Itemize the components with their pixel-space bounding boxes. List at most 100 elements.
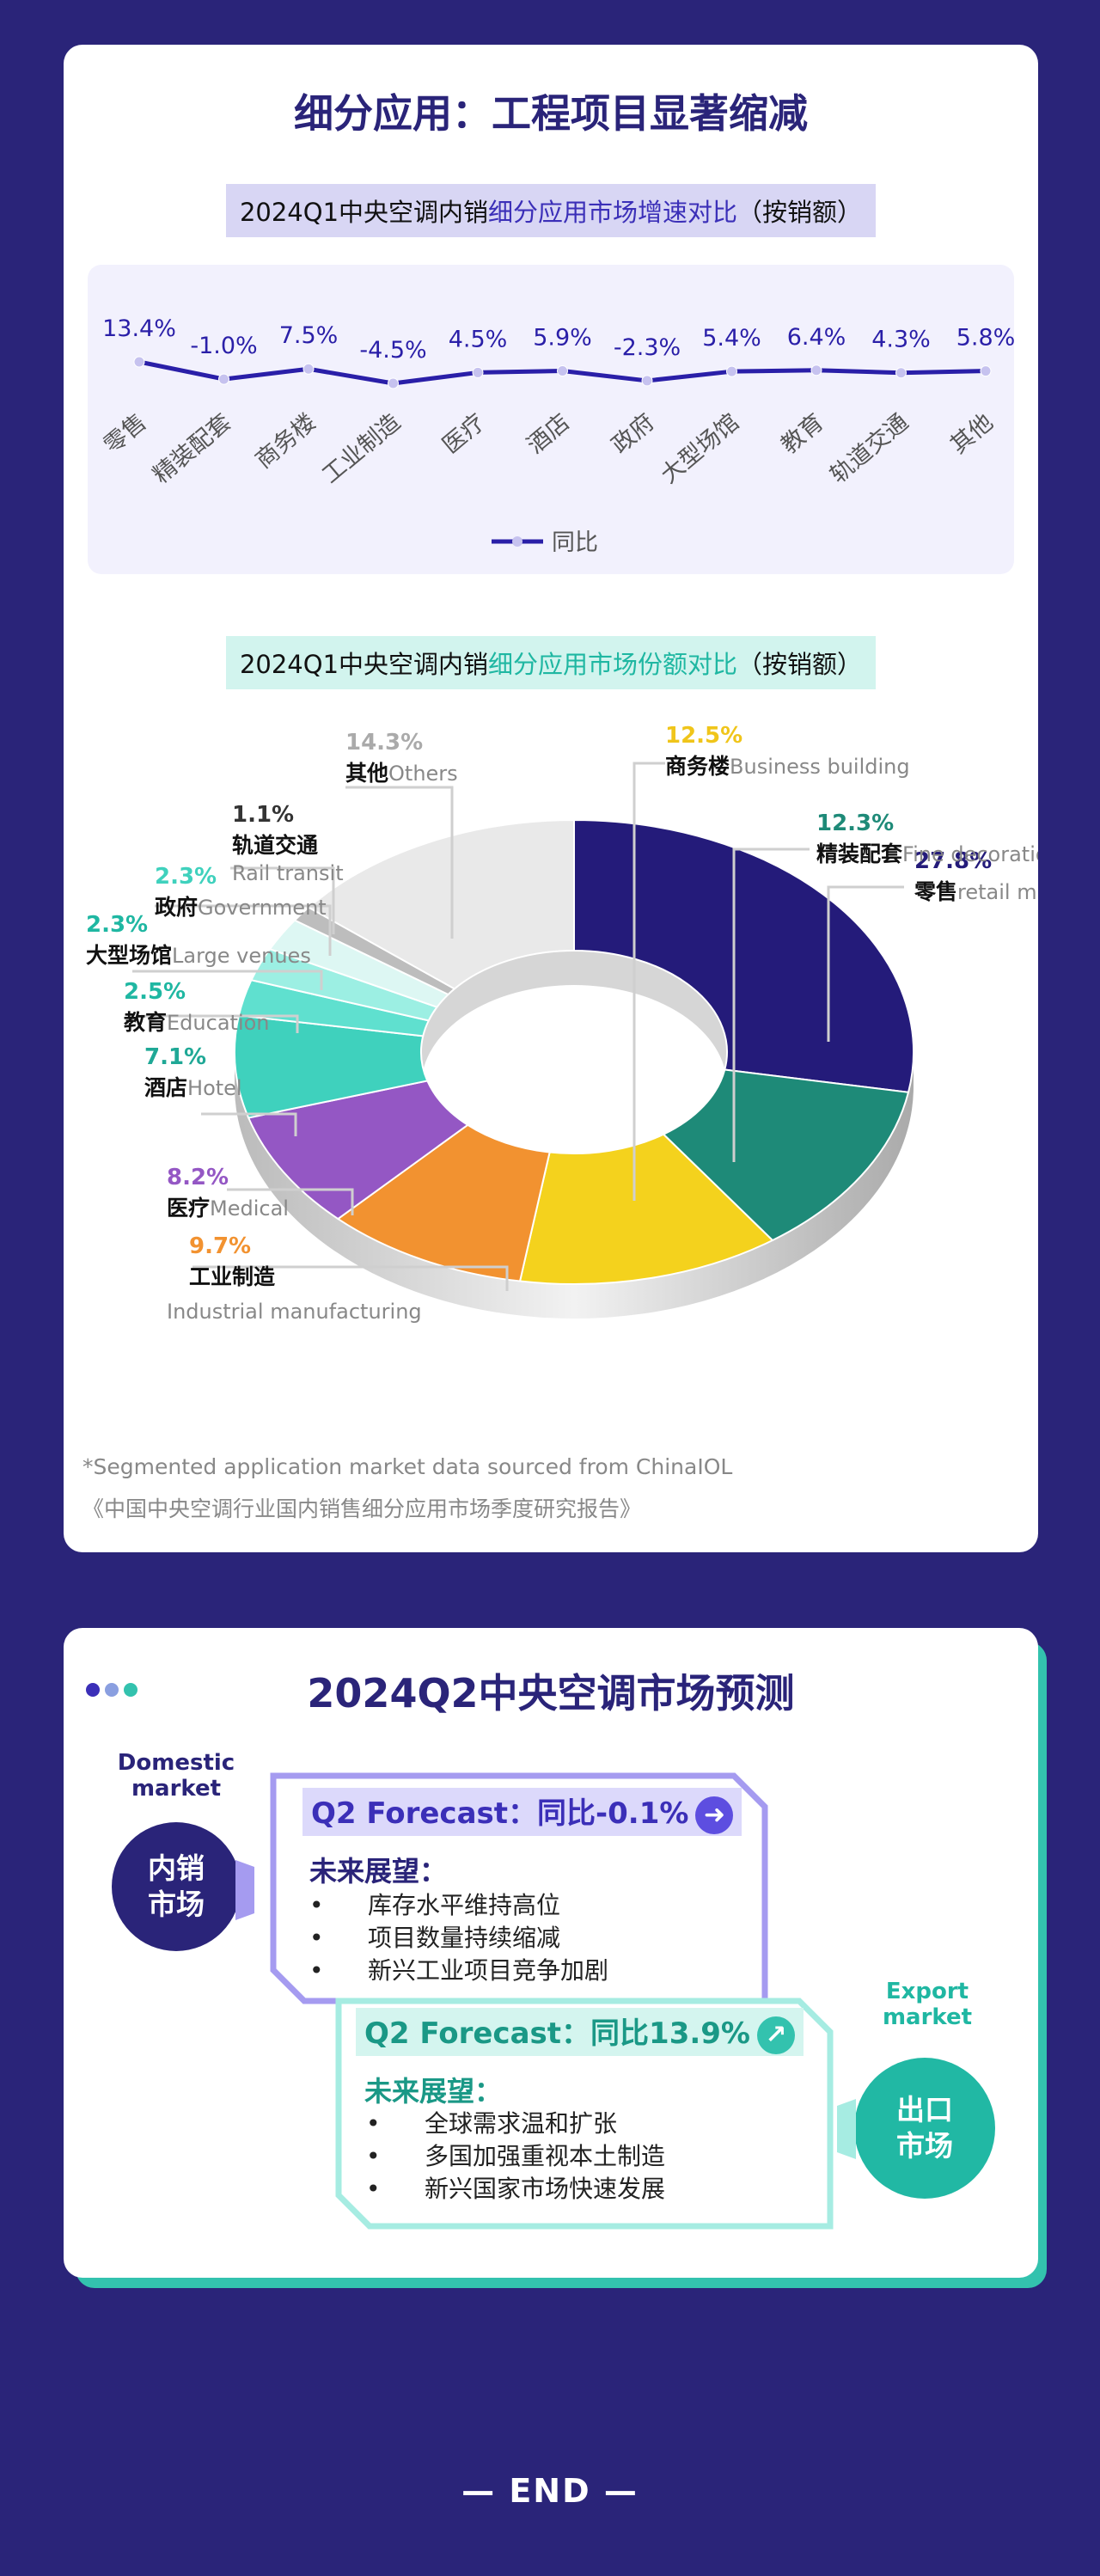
domestic-outlook-list: 库存水平维持高位 项目数量持续缩减 新兴工业项目竞争加剧 [301,1889,608,1987]
pie-chart-title: 2024Q1中央空调内销细分应用市场份额对比（按销额） [64,636,1038,689]
slice-name-label: 医疗Medical [167,1196,289,1221]
donut-slice-8 [250,948,439,1022]
slice-value-label: 1.1% [232,802,294,828]
growth-point [472,366,484,378]
slice-name-label: 酒店Hotel [144,1075,242,1100]
slice-value-label: 2.3% [155,864,217,890]
slice-name-label: 零售retail market [914,879,1038,904]
leader-line [132,970,323,990]
category-tick-label: 大型场馆 [656,409,744,489]
growth-line-chart: 13.4% -1.0% 7.5% -4.5% 4.5% 5.9% -2.3% 5.4% 6.4%… [99,315,1014,556]
decor-dot [105,1683,119,1697]
growth-point [895,367,907,379]
category-tick-label: 医疗 [437,409,490,459]
growth-data-label: 6.4% [787,324,846,351]
growth-data-label: 4.5% [449,326,508,352]
list-item: 全球需求温和扩张 [358,2108,665,2140]
donut-slice-2 [662,1068,910,1242]
donut-side [235,1052,914,1319]
domestic-outlook-heading: 未来展望： [309,1855,448,1888]
growth-data-label: 7.5% [279,322,339,349]
decor-dot [124,1683,138,1697]
donut-slice-3 [518,1133,774,1285]
section1-title: 细分应用：工程项目显著缩减 [64,83,1038,141]
list-item: 新兴国家市场快速发展 [358,2173,665,2206]
category-tick-label: 政府 [607,409,659,459]
export-outlook-heading: 未来展望： [364,2075,503,2108]
growth-data-label: -2.3% [614,334,681,361]
slice-name-label: 工业制造 [189,1264,275,1289]
donut-slice-9 [268,919,450,1008]
growth-point [133,356,145,368]
slice-name-label: 商务楼Business building [665,754,910,779]
domestic-forecast-title: Q2 Forecast：同比-0.1% ➜ [302,1788,742,1836]
growth-point [810,364,822,376]
leader-line [201,1112,297,1136]
section2-title: 2024Q2中央空调市场预测 [64,1662,1038,1721]
export-forecast-title: Q2 Forecast：同比13.9% ↗ [356,2008,804,2056]
report-note: 《中国中央空调行业国内销售细分应用市场季度研究报告》 [82,1496,642,1521]
growth-point [218,373,229,385]
list-item: 库存水平维持高位 [301,1889,608,1922]
slice-name-label: 教育Education [124,1010,270,1035]
slice-en-label: Industrial manufacturing [167,1300,422,1324]
export-circle: 出口市场 [854,2058,995,2199]
slice-value-label: 12.3% [816,811,894,836]
source-note: *Segmented application market data sourc… [82,1454,733,1479]
leader-line [632,762,665,1201]
category-tick-label: 零售 [99,409,151,459]
leader-line [345,786,454,939]
leader-line [732,847,810,1162]
donut-slice-6 [234,1014,429,1119]
growth-point [726,365,737,377]
arrow-up-right-icon: ↗ [757,2016,795,2054]
donut-slice-1 [573,818,914,1093]
growth-point [557,364,568,376]
leader-line [192,1265,509,1291]
line-chart-panel: 13.4% -1.0% 7.5% -4.5% 4.5% 5.9% -2.3% 5.4% 6.4%… [88,265,1014,574]
decor-dots [86,1683,143,1700]
growth-data-label: 5.8% [956,325,1014,352]
export-connector [837,2099,856,2159]
leader-line [230,866,335,934]
donut-slice-4 [336,1123,551,1282]
slice-value-label: 14.3% [345,730,423,756]
growth-point [302,363,315,375]
growth-data-label: 13.4% [102,315,176,342]
donut-slice-5 [247,1080,469,1221]
slice-en-label: Rail transit [232,861,344,885]
export-box-frame [335,1998,834,2230]
slice-value-label: 2.3% [86,912,148,938]
slice-value-label: 2.5% [124,979,186,1005]
leader-line [141,1014,299,1033]
category-tick-label: 商务楼 [251,409,321,474]
domestic-circle: 内销市场 [112,1822,241,1951]
export-market-label: Export market [882,1979,973,2030]
leader-line [155,904,332,956]
leader-line [227,1188,354,1215]
domestic-forecast-box: Q2 Forecast：同比-0.1%➜ 未来展望： 库存水平维持高位 项目数量… [270,1772,768,2004]
slice-value-label: 7.1% [144,1044,206,1070]
growth-data-label: 5.4% [702,325,761,352]
growth-point [641,375,653,387]
category-tick-label: 酒店 [522,409,575,459]
slice-name-label: 政府Government [155,895,327,920]
leader-line [827,885,904,1042]
domestic-market-label: Domestic market [117,1750,235,1802]
growth-data-label: 4.3% [871,327,931,353]
growth-data-label: -4.5% [359,337,426,364]
segment-application-card: 细分应用：工程项目显著缩减 2024Q1中央空调内销细分应用市场增速对比（按销额… [64,45,1038,1552]
category-tick-label: 教育 [776,409,828,459]
category-tick-label: 工业制造 [317,409,406,489]
list-item: 项目数量持续缩减 [301,1922,608,1955]
line-chart-title: 2024Q1中央空调内销细分应用市场增速对比（按销额） [64,184,1038,237]
forecast-card: 2024Q2中央空调市场预测 Domestic market 内销市场 Q2 F… [64,1628,1038,2278]
category-tick-label: 精装配套 [148,409,236,489]
slice-name-label: 精装配套Fine decoration [816,841,1038,866]
donut-slice-7 [237,979,431,1037]
slice-value-label: 12.5% [665,723,742,749]
slice-value-label: 9.7% [189,1233,251,1259]
donut-slice-10 [293,906,456,996]
category-tick-label: 其他 [945,409,998,459]
category-tick-label: 轨道交通 [825,409,914,489]
